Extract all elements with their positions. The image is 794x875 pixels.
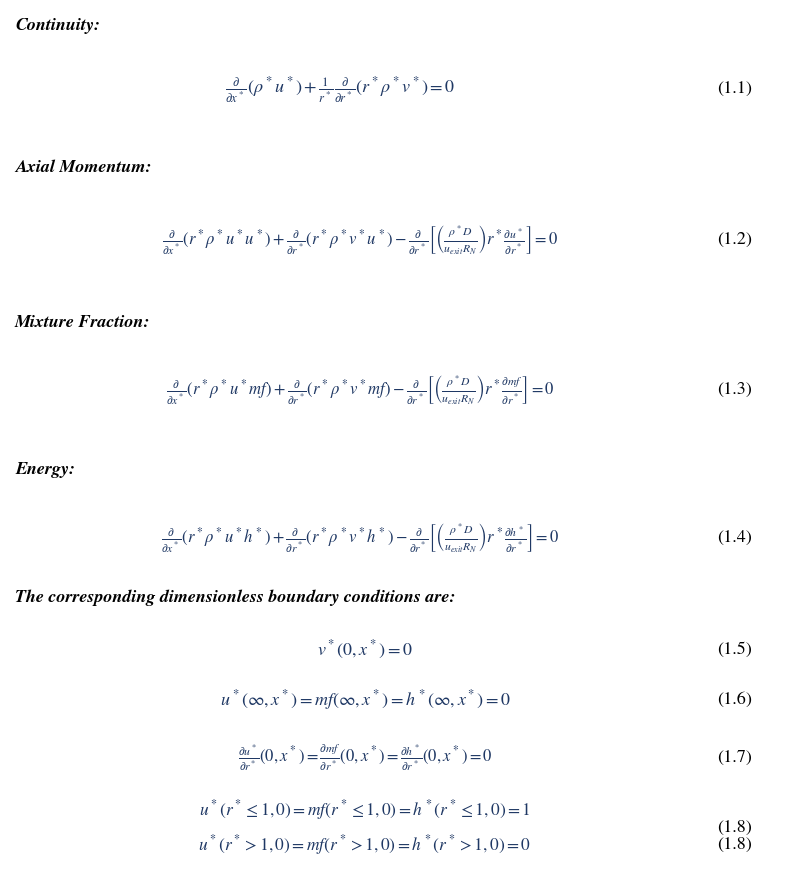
Text: Mixture Fraction:: Mixture Fraction: <box>15 315 151 332</box>
Text: $\frac{\partial u^*}{\partial r^*}(0,x^*)=\frac{\partial mf}{\partial r^*}(0,x^*: $\frac{\partial u^*}{\partial r^*}(0,x^*… <box>237 743 492 774</box>
Text: (1.6): (1.6) <box>718 692 753 708</box>
Text: (1.8): (1.8) <box>718 820 753 836</box>
Text: (1.7): (1.7) <box>718 750 753 766</box>
Text: $\frac{\partial}{\partial x^*}(\rho^* u^*)+\frac{1}{r^*}\frac{\partial}{\partial: $\frac{\partial}{\partial x^*}(\rho^* u^… <box>225 75 455 105</box>
Text: $u^*(r^*>1,0)=mf(r^*>1,0)=h^*(r^*>1,0)=0$: $u^*(r^*>1,0)=mf(r^*>1,0)=h^*(r^*>1,0)=0… <box>198 833 531 857</box>
Text: $\frac{\partial}{\partial x^*}(r^*\rho^* u^* mf)+\frac{\partial}{\partial r^*}(r: $\frac{\partial}{\partial x^*}(r^*\rho^*… <box>166 374 554 407</box>
Text: (1.5): (1.5) <box>718 642 753 658</box>
Text: $v^*(0,x^*)=0$: $v^*(0,x^*)=0$ <box>317 639 413 662</box>
Text: Energy:: Energy: <box>15 462 75 479</box>
Text: (1.4): (1.4) <box>718 530 753 546</box>
Text: (1.2): (1.2) <box>718 232 753 248</box>
Text: $\frac{\partial}{\partial x^*}(r^*\rho^* u^*h^*)+\frac{\partial}{\partial r^*}(r: $\frac{\partial}{\partial x^*}(r^*\rho^*… <box>161 522 559 555</box>
Text: (1.3): (1.3) <box>718 382 753 398</box>
Text: (1.1): (1.1) <box>718 82 753 98</box>
Text: (1.8): (1.8) <box>718 837 753 853</box>
Text: Continuity:: Continuity: <box>15 18 100 34</box>
Text: $u^*(\infty,x^*)=mf(\infty,x^*)=h^*(\infty,x^*)=0$: $u^*(\infty,x^*)=mf(\infty,x^*)=h^*(\inf… <box>220 688 511 712</box>
Text: $\frac{\partial}{\partial x^*}(r^*\rho^* u^*u^*)+\frac{\partial}{\partial r^*}(r: $\frac{\partial}{\partial x^*}(r^*\rho^*… <box>162 223 558 256</box>
Text: $u^*(r^*\leq 1,0)=mf(r^*\leq 1,0)=h^*(r^*\leq 1,0)=1$: $u^*(r^*\leq 1,0)=mf(r^*\leq 1,0)=h^*(r^… <box>199 798 531 822</box>
Text: Axial Momentum:: Axial Momentum: <box>15 160 152 177</box>
Text: The corresponding dimensionless boundary conditions are:: The corresponding dimensionless boundary… <box>15 590 456 606</box>
